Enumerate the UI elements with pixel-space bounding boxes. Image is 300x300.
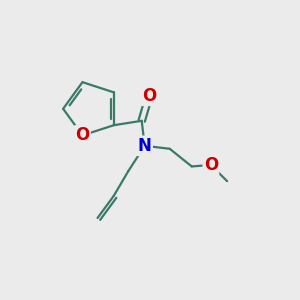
Text: O: O <box>75 126 90 144</box>
Text: O: O <box>204 156 218 174</box>
Text: N: N <box>138 137 152 155</box>
Text: O: O <box>142 87 156 105</box>
